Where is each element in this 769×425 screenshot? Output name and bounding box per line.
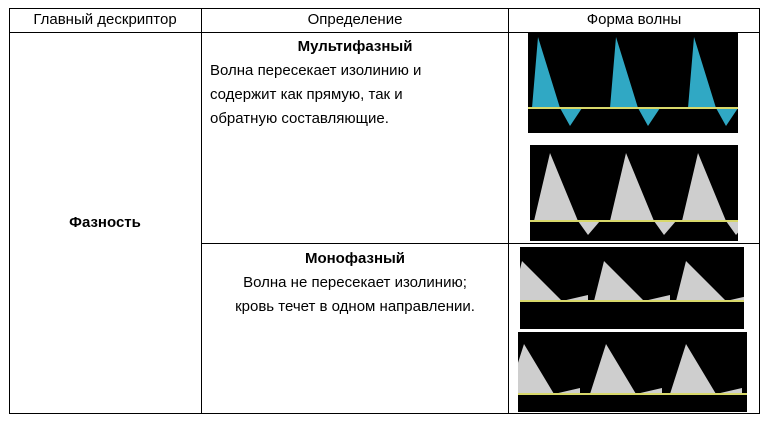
waveform-cycle-1 bbox=[520, 261, 588, 301]
multiphasic-line-3: обратную составляющие. bbox=[210, 110, 389, 127]
table-column-divider-1 bbox=[201, 8, 202, 414]
monophasic-waveform-bottom-svg bbox=[518, 344, 747, 395]
header-waveform: Форма волны bbox=[586, 11, 682, 28]
table-border-left bbox=[9, 8, 10, 414]
header-definition: Определение bbox=[307, 11, 403, 28]
table-border-right bbox=[759, 8, 760, 414]
waveform-cycle-1 bbox=[518, 344, 580, 394]
multiphasic-waveform-color-image bbox=[528, 33, 738, 133]
waveform-cycle-3 bbox=[676, 261, 744, 301]
waveform-cycle-2 bbox=[594, 261, 670, 301]
waveform-cycle-3 bbox=[688, 37, 738, 126]
waveform-cycle-3 bbox=[682, 153, 738, 235]
descriptor-phasicity: Фазность bbox=[69, 214, 141, 231]
waveform-cycle-3 bbox=[670, 344, 742, 394]
multiphasic-line-1: Волна пересекает изолинию и bbox=[210, 62, 422, 79]
table-border-bottom bbox=[9, 413, 760, 414]
waveform-cycle-2 bbox=[590, 344, 662, 394]
header-descriptor: Главный дескриптор bbox=[33, 11, 177, 28]
monophasic-waveform-bottom-image bbox=[518, 332, 747, 412]
multiphasic-title: Мультифазный bbox=[297, 38, 413, 55]
multiphasic-waveform-color-svg bbox=[528, 37, 738, 126]
table-column-divider-2 bbox=[508, 8, 509, 414]
waveform-cycle-1 bbox=[534, 153, 600, 235]
waveform-cycle-2 bbox=[610, 153, 676, 235]
table-row-divider bbox=[201, 243, 760, 244]
table-header-divider bbox=[9, 32, 760, 33]
waveform-cycle-1 bbox=[532, 37, 582, 126]
monophasic-waveform-top-image bbox=[520, 247, 744, 329]
table-border-top bbox=[9, 8, 760, 9]
waveform-cycle-2 bbox=[610, 37, 660, 126]
multiphasic-line-2: содержит как прямую, так и bbox=[210, 86, 403, 103]
multiphasic-waveform-gray-image bbox=[530, 145, 738, 241]
monophasic-line-2: кровь течет в одном направлении. bbox=[235, 298, 475, 315]
monophasic-waveform-top-svg bbox=[520, 261, 744, 302]
monophasic-title: Монофазный bbox=[304, 250, 406, 267]
monophasic-line-1: Волна не пересекает изолинию; bbox=[243, 274, 467, 291]
multiphasic-waveform-gray-svg bbox=[530, 153, 738, 235]
